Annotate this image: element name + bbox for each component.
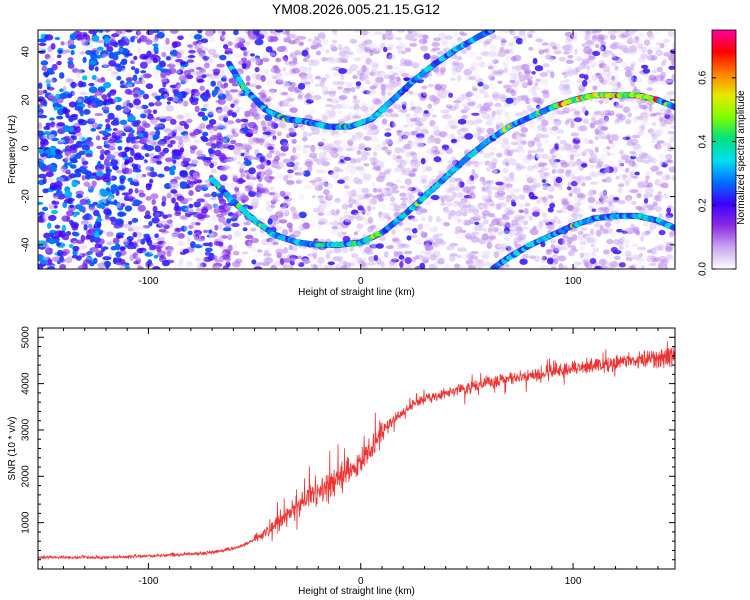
colorbar-tick-label: 0.0 bbox=[698, 262, 709, 276]
colorbar: 0.0 0.2 0.4 0.6 Normalized spectral amplitud… bbox=[698, 29, 747, 276]
y-tick-label: -20 bbox=[21, 189, 32, 204]
colorbar-gradient bbox=[711, 29, 737, 270]
x-tick-label: 0 bbox=[358, 576, 364, 587]
snr-x-label: Height of straight line (km) bbox=[298, 586, 415, 597]
heatmap-x-label: Height of straight line (km) bbox=[298, 287, 415, 298]
colorbar-tick-label: 0.4 bbox=[698, 134, 709, 148]
y-tick-label: 40 bbox=[21, 46, 32, 58]
signal-point bbox=[487, 30, 493, 34]
signal-point bbox=[231, 68, 237, 75]
y-tick-label: 4000 bbox=[21, 372, 32, 395]
snr-y-label: SNR (10 * v/v) bbox=[7, 417, 18, 481]
x-tick-label: 0 bbox=[358, 276, 364, 287]
y-tick-label: 5000 bbox=[21, 326, 32, 349]
signal-point bbox=[671, 103, 675, 109]
signal-point bbox=[243, 87, 250, 92]
signal-point bbox=[226, 60, 232, 67]
heatmap-noise bbox=[38, 30, 675, 269]
signal-curve-1 bbox=[226, 30, 496, 131]
y-tick-label: 0 bbox=[21, 145, 32, 151]
snr-y-axis: 1000 2000 3000 4000 5000 SNR (10 * v/v) bbox=[7, 326, 675, 561]
colorbar-tick-label: 0.6 bbox=[698, 70, 709, 84]
figure-title: YM08.2026.005.21.15.G12 bbox=[271, 1, 441, 17]
heatmap-x-axis: -100 0 100 Height of straight line (km) bbox=[138, 30, 582, 298]
colorbar-tick-label: 0.2 bbox=[698, 198, 709, 212]
y-tick-label: 3000 bbox=[21, 418, 32, 441]
snr-line bbox=[38, 341, 675, 561]
heatmap-frame bbox=[37, 29, 676, 270]
snr-plot bbox=[38, 341, 675, 561]
heatmap-plot bbox=[38, 30, 675, 269]
x-tick-label: 100 bbox=[565, 576, 582, 587]
y-tick-label: 2000 bbox=[21, 465, 32, 488]
x-tick-label: -100 bbox=[138, 576, 158, 587]
heatmap-y-axis: -40 -20 0 20 40 Frequency (Hz) bbox=[7, 46, 675, 252]
y-tick-label: -40 bbox=[21, 237, 32, 252]
snr-x-axis: -100 0 100 Height of straight line (km) bbox=[41, 328, 659, 597]
colorbar-label: Normalized spectral amplitude bbox=[736, 90, 747, 225]
x-tick-label: -100 bbox=[138, 276, 158, 287]
signal-curve-3 bbox=[489, 212, 675, 269]
signal-curve-2 bbox=[208, 91, 675, 248]
y-tick-label: 1000 bbox=[21, 511, 32, 534]
x-tick-label: 100 bbox=[565, 276, 582, 287]
y-tick-label: 20 bbox=[21, 94, 32, 106]
heatmap-y-label: Frequency (Hz) bbox=[7, 115, 18, 184]
signal-point bbox=[670, 224, 675, 231]
